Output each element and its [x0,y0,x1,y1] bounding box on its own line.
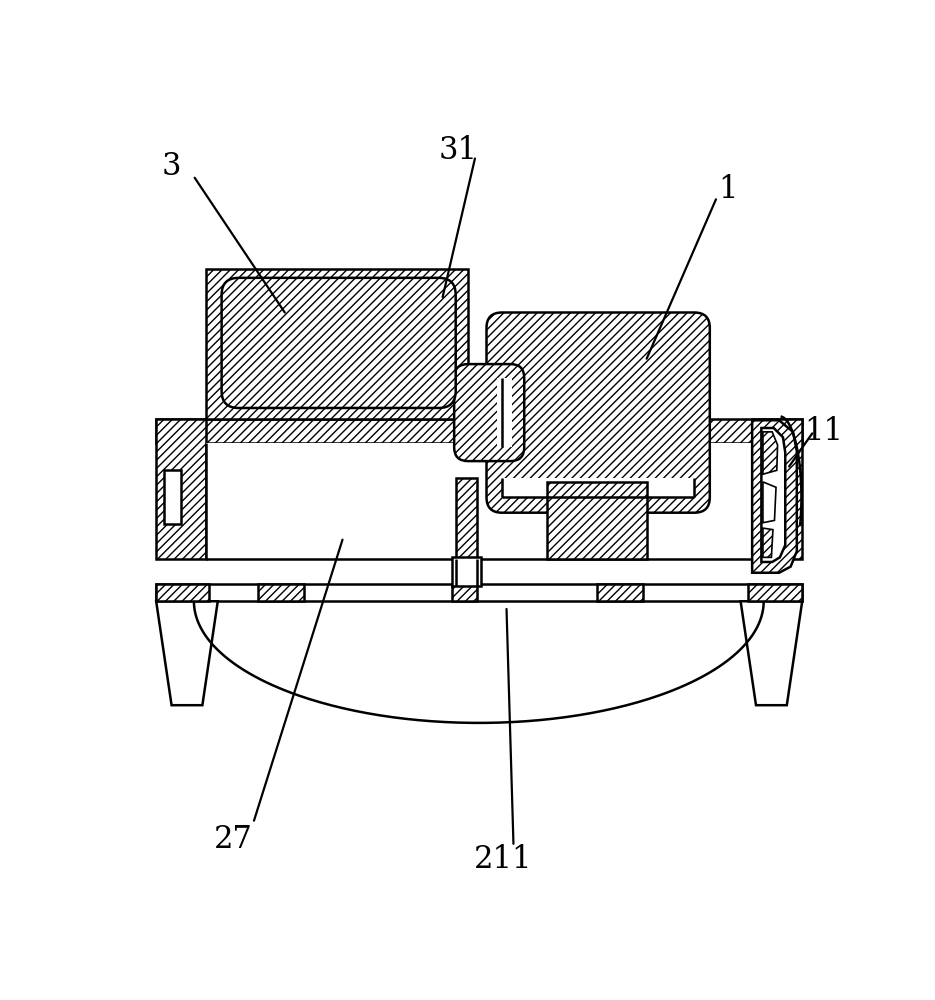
Bar [452,584,477,601]
Text: 211: 211 [473,844,532,875]
Bar [502,478,695,497]
Bar [496,378,512,447]
Bar [748,601,787,651]
Bar [258,584,304,601]
Bar [165,601,204,651]
Polygon shape [741,601,802,705]
Bar [207,269,468,419]
Polygon shape [763,482,776,523]
FancyBboxPatch shape [222,278,455,408]
Bar [207,443,752,559]
Bar [452,557,482,586]
Bar [164,470,180,524]
Bar [748,584,802,601]
Polygon shape [752,420,797,573]
Bar [156,584,209,601]
FancyBboxPatch shape [454,364,525,461]
Text: 27: 27 [214,824,252,855]
Bar [156,419,802,443]
Polygon shape [763,528,773,557]
Text: 31: 31 [439,135,478,166]
Text: 3: 3 [162,151,181,182]
Bar [597,584,643,601]
Bar [752,419,802,559]
Bar [156,419,207,559]
Text: 11: 11 [804,416,843,447]
Polygon shape [763,432,778,474]
Polygon shape [156,601,218,705]
Bar [455,478,477,559]
FancyBboxPatch shape [486,312,710,513]
Polygon shape [761,428,785,562]
Bar [156,584,802,601]
Bar [547,482,647,559]
Text: 1: 1 [718,174,738,205]
